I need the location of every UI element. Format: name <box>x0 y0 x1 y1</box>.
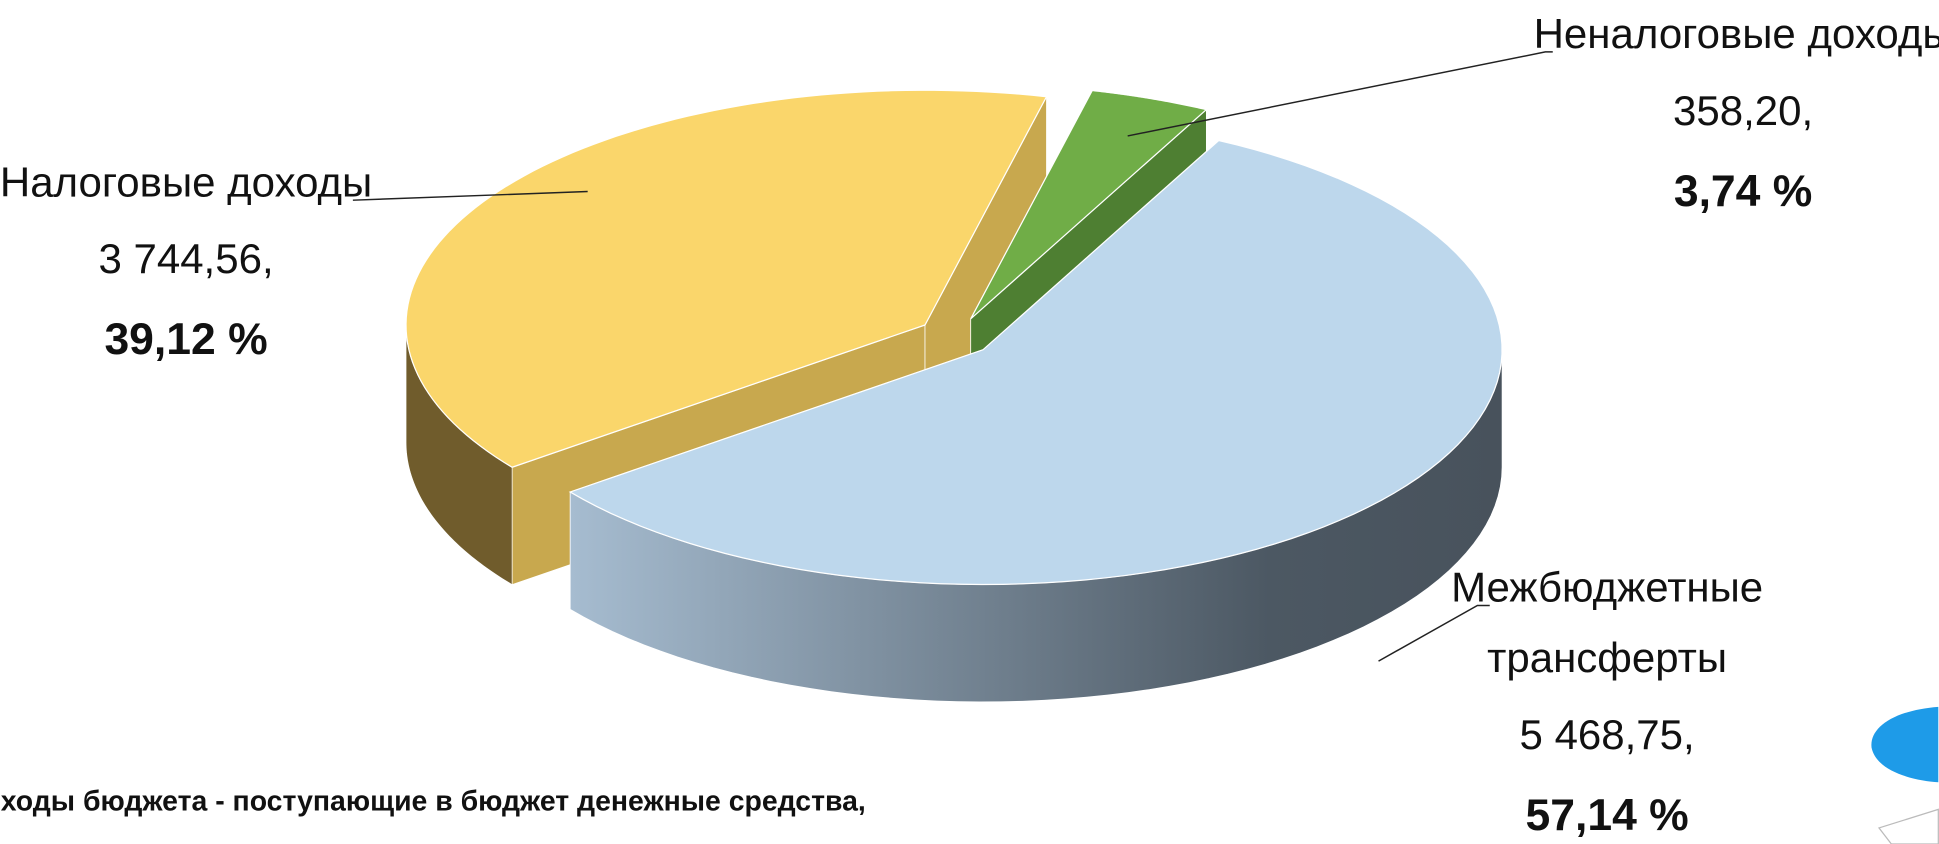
share-label: 3,74 % <box>1674 167 1812 216</box>
category-label: Налоговые доходы <box>0 158 372 205</box>
category-label: Неналоговые доходы <box>1534 10 1939 57</box>
slice-top <box>405 89 1048 468</box>
value-label: 3 744,56, <box>98 235 273 282</box>
footnote: ходы бюджета - поступающие в бюджет дене… <box>1 786 866 818</box>
leader-line <box>352 190 588 201</box>
decor-icon <box>1871 706 1939 844</box>
slice <box>568 139 1503 703</box>
value-label: 5 468,75, <box>1520 711 1695 758</box>
leader-line <box>1378 604 1490 662</box>
category-label: Межбюджетные трансферты <box>1451 564 1763 681</box>
slice-top <box>568 139 1503 586</box>
pie <box>405 89 1503 703</box>
leader-line <box>1127 51 1553 137</box>
share-label: 39,12 % <box>104 315 267 364</box>
value-label: 358,20, <box>1673 87 1813 134</box>
share-label: 57,14 % <box>1526 791 1689 840</box>
slice-top <box>970 89 1208 320</box>
